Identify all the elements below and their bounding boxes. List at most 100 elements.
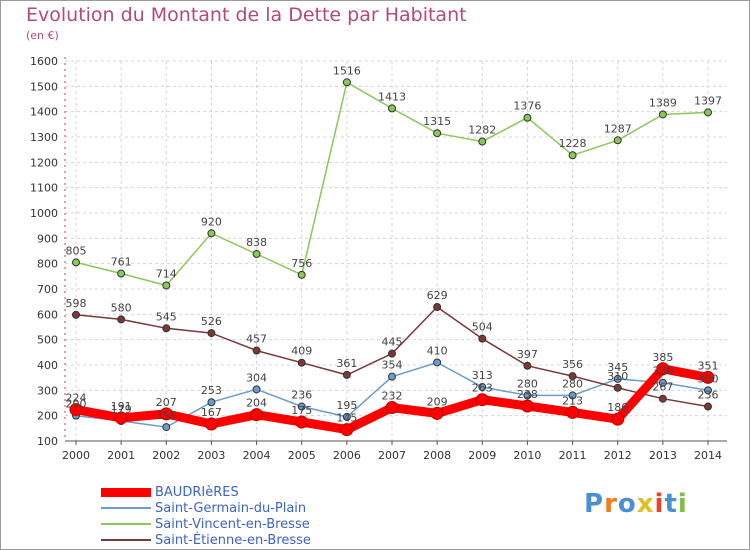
data-point [342,78,351,87]
x-tick-label: 2006 [333,449,361,462]
y-tick-label: 1600 [30,55,58,68]
data-point [295,415,309,429]
legend-swatch [101,523,151,525]
data-label: 385 [652,351,673,364]
data-point [297,270,306,279]
data-point [385,401,399,415]
data-point [207,229,216,238]
data-label: 714 [156,267,177,280]
data-label: 145 [336,412,357,425]
data-label: 213 [562,394,583,407]
data-point [159,407,173,421]
legend-label: BAUDRIèRES [155,484,239,500]
data-point [478,334,487,343]
data-label: 445 [382,336,403,349]
data-point [72,310,80,319]
data-label: 920 [201,215,222,228]
x-tick-label: 2010 [513,449,541,462]
data-label: 313 [472,369,493,382]
data-label: 1315 [423,115,451,128]
data-point [568,391,577,400]
data-point [566,405,580,419]
y-tick-label: 1000 [30,207,58,220]
x-tick-label: 2008 [423,449,451,462]
data-point [433,302,442,311]
legend-swatch [101,487,151,497]
data-label: 300 [698,372,719,385]
logo-letter: i [677,489,688,519]
data-label: 238 [517,388,538,401]
logo-letter: t [664,489,678,519]
data-point [704,108,712,117]
proxiti-logo: Proxiti [584,489,688,519]
data-label: 1376 [513,100,541,113]
chart-title: Evolution du Montant de la Dette par Hab… [26,4,467,26]
y-tick-label: 1400 [30,106,58,119]
data-label: 267 [652,381,673,394]
logo-letter: x [636,489,655,519]
legend-item: BAUDRIèRES [101,484,239,500]
data-point [568,372,577,381]
data-point [523,113,532,122]
data-label: 232 [382,390,403,403]
data-point [252,250,261,259]
data-point [117,269,126,278]
data-label: 155 [156,409,177,422]
data-label: 253 [201,384,222,397]
data-label: 175 [291,404,312,417]
data-label: 351 [698,359,719,372]
data-label: 410 [427,344,448,357]
data-label: 629 [427,289,448,302]
data-point [704,402,712,411]
data-point [704,386,712,395]
data-point [342,412,351,421]
data-point [207,398,216,407]
x-tick-label: 2011 [559,449,587,462]
data-point [613,383,622,392]
data-label: 504 [472,321,493,334]
y-tick-label: 900 [37,232,58,245]
data-label: 361 [336,357,357,370]
data-point [388,372,396,381]
y-tick-label: 1300 [30,131,58,144]
data-point [388,349,396,358]
legend-item: Saint-Vincent-en-Bresse [101,516,310,532]
data-point [478,383,487,392]
data-label: 1228 [559,137,587,150]
data-point [656,362,670,376]
data-point [162,324,171,333]
data-label: 200 [66,398,87,411]
y-tick-label: 500 [37,334,58,347]
data-label: 204 [246,397,267,410]
y-tick-label: 100 [37,435,58,448]
data-point [430,406,444,420]
legend-swatch [101,539,151,541]
legend-label: Saint-Étienne-en-Bresse [155,532,311,548]
data-label: 345 [607,361,628,374]
y-tick-label: 300 [37,384,58,397]
data-label: 354 [382,359,403,372]
data-label: 280 [562,377,583,390]
data-point [297,358,306,367]
data-label: 310 [607,370,628,383]
data-label: 263 [472,382,493,395]
y-tick-label: 800 [37,258,58,271]
data-label: 209 [427,395,448,408]
data-point [117,315,126,324]
data-point [250,408,264,422]
data-label: 1282 [468,124,496,137]
data-point [613,374,622,383]
data-label: 1516 [333,64,361,77]
legend-item: Saint-Étienne-en-Bresse [101,532,311,548]
logo-letter: i [654,489,665,519]
data-label: 526 [201,315,222,328]
data-point [568,151,577,160]
data-point [701,370,715,384]
data-label: 167 [201,406,222,419]
x-tick-label: 2003 [197,449,225,462]
data-label: 580 [111,301,132,314]
data-point [475,393,489,407]
legend-label: Saint-Vincent-en-Bresse [155,516,310,532]
data-label: 224 [66,392,87,405]
